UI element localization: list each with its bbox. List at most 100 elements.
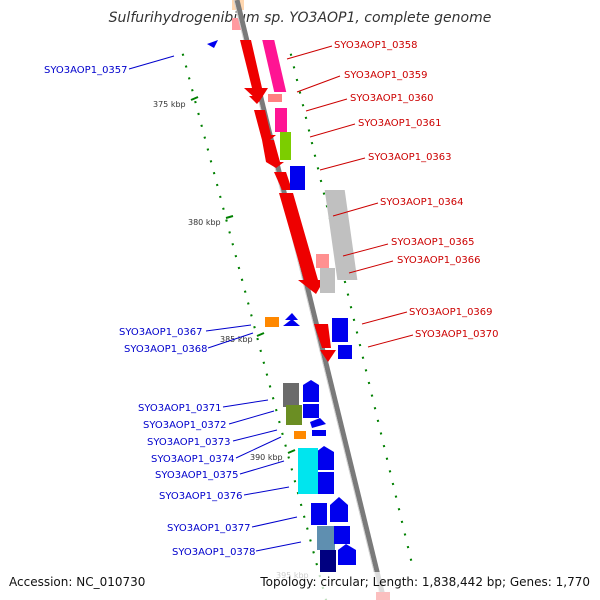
gene-label-0357[interactable]: SYO3AOP1_0357 [44,65,128,76]
gene-feature-0370-b[interactable] [338,345,352,359]
gene-feature-0363-b[interactable] [290,166,305,190]
ruler-tick [298,91,302,94]
label-line-0363 [319,157,366,171]
label-line-0376 [243,486,290,496]
gene-label-0369[interactable]: SYO3AOP1_0369 [409,307,493,318]
gene-feature-0362[interactable] [262,140,284,168]
ruler-tick [225,219,228,222]
gene-label-0373[interactable]: SYO3AOP1_0373 [147,437,231,448]
gene-feature-0361[interactable] [254,110,276,140]
ruler-tick [373,406,377,410]
gene-feature-0362-b[interactable] [280,132,291,160]
gene-label-0365[interactable]: SYO3AOP1_0365 [391,237,475,248]
ruler-tick [268,385,272,388]
ruler-tick [187,77,191,80]
gene-feature-0361-b[interactable] [275,108,287,132]
gene-feature-0364[interactable] [279,193,324,294]
ruler-tick [215,183,219,187]
ruler-tick [376,419,380,423]
ruler-tick [295,78,299,82]
gene-label-0376[interactable]: SYO3AOP1_0376 [159,491,243,502]
gene-label-0371[interactable]: SYO3AOP1_0371 [138,403,222,414]
ruler-tick [289,53,293,56]
ruler-tick [203,136,207,139]
gene-label-0358[interactable]: SYO3AOP1_0358 [334,40,418,51]
gene-label-0377[interactable]: SYO3AOP1_0377 [167,523,251,534]
ruler-tick [237,266,241,270]
gene-feature-0357[interactable] [207,40,218,48]
ruler-tick [367,381,371,385]
gene-feature-0378[interactable] [338,544,356,565]
gene-feature-0374-b[interactable] [294,431,306,439]
gene-label-0364[interactable]: SYO3AOP1_0364 [380,197,464,208]
gene-feature-0364-b[interactable] [324,190,358,280]
gene-label-0372[interactable]: SYO3AOP1_0372 [143,420,227,431]
ruler-tick [219,195,222,199]
ruler-tick [397,507,401,511]
gene-feature-0375[interactable] [316,446,334,470]
gene-feature-0367[interactable] [265,317,279,327]
gene-label-0361[interactable]: SYO3AOP1_0361 [358,118,442,129]
ruler-labels: 375 kbp 380 kbp 385 kbp 390 kbp [153,96,296,462]
ruler-tick [234,254,238,258]
gene-feature-0369[interactable] [314,324,331,348]
gene-feature-0373[interactable] [310,418,326,428]
ruler-tick [200,124,203,128]
gene-feature-0378-c[interactable] [320,550,336,572]
gene-label-0375[interactable]: SYO3AOP1_0375 [155,470,239,481]
ruler-tick [352,318,356,322]
gene-feature-0371-b[interactable] [286,405,302,425]
gene-label-0363[interactable]: SYO3AOP1_0363 [368,152,452,163]
gene-feature-0377[interactable] [330,497,348,522]
ruler-tick [391,482,395,486]
gene-feature-0365[interactable] [316,254,329,268]
gene-feature-0372-b[interactable] [303,404,319,418]
gene-feature-0363[interactable] [274,172,292,190]
gene-feature-0358[interactable] [240,40,268,102]
gene-feature-0377-b[interactable] [311,503,327,525]
labels-top-strand [286,45,414,348]
gene-feature-0376[interactable] [298,448,318,494]
gene-label-0368[interactable]: SYO3AOP1_0368 [124,344,208,355]
ruler-tick [319,179,323,183]
gene-label-0367[interactable]: SYO3AOP1_0367 [119,327,203,338]
gene-feature-0369-tip[interactable] [320,350,336,362]
ruler-tick [191,88,194,92]
gene-feature-0358-cds[interactable] [262,40,287,92]
ruler-tick [322,192,326,195]
ruler-tick [394,495,398,498]
label-line-0361 [309,123,356,138]
ruler-tick [212,171,216,175]
gene-feature-0366[interactable] [320,268,335,293]
gene-label-0366[interactable]: SYO3AOP1_0366 [397,255,481,266]
ruler-tick [278,420,281,424]
ruler-tick [358,343,362,347]
label-line-0366 [348,260,394,274]
gene-label-0374[interactable]: SYO3AOP1_0374 [151,454,235,465]
ruler-tick [315,562,318,566]
gene-label-0360[interactable]: SYO3AOP1_0360 [350,93,434,104]
ruler-tick [228,231,231,234]
gene-feature-0374[interactable] [312,430,326,436]
gene-feature-0378-b[interactable] [317,526,335,550]
gene-feature-0359[interactable] [249,96,263,104]
ruler-tick [388,470,392,473]
ruler-tick [197,112,200,116]
gene-label-0370[interactable]: SYO3AOP1_0370 [415,329,499,340]
gene-feature-0371[interactable] [283,383,299,407]
gene-feature-0368[interactable] [285,313,298,320]
scale-label-375: 375 kbp [153,100,186,109]
gene-label-0359[interactable]: SYO3AOP1_0359 [344,70,428,81]
ruler-tick [262,361,266,365]
gene-feature-0368-b[interactable] [283,319,300,326]
label-line-0378 [255,541,302,552]
ruler-tick [274,408,278,412]
gene-feature-0370[interactable] [332,318,348,342]
gene-feature-0378-d[interactable] [334,526,350,544]
gene-label-0378[interactable]: SYO3AOP1_0378 [172,547,256,558]
gene-feature-0372-strand[interactable] [303,380,319,402]
ruler-tick [361,356,365,359]
gene-feature-0375-b[interactable] [318,472,334,494]
ruler-tick [256,337,259,341]
gene-feature-0360[interactable] [268,94,282,102]
